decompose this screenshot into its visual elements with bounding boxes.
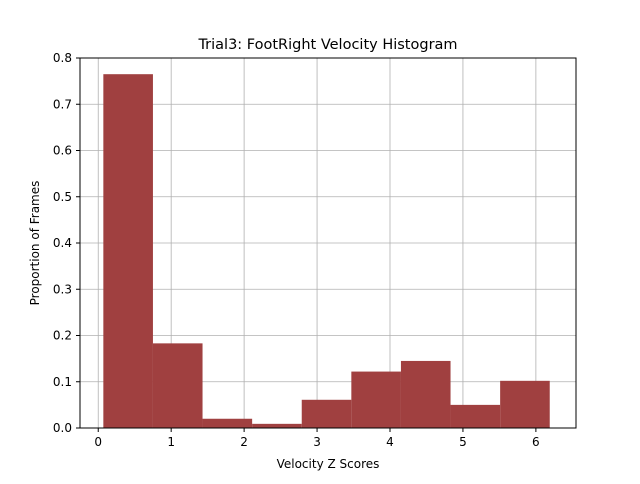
x-axis-label: Velocity Z Scores xyxy=(277,457,380,471)
y-axis-ticks: 0.0 0.1 0.2 0.3 0.4 0.5 0.6 0.7 0.8 xyxy=(53,51,80,435)
histogram-bar xyxy=(202,418,253,428)
y-tick-label: 0.6 xyxy=(53,144,72,158)
histogram-bar xyxy=(400,360,451,428)
y-tick-label: 0.5 xyxy=(53,190,72,204)
y-tick-label: 0.8 xyxy=(53,51,72,65)
y-tick-label: 0.3 xyxy=(53,282,72,296)
y-tick-label: 0.4 xyxy=(53,236,72,250)
histogram-bar xyxy=(103,74,153,428)
x-axis-ticks: 0 1 2 3 4 5 6 xyxy=(94,428,540,449)
x-tick-label: 4 xyxy=(386,435,394,449)
x-tick-label: 5 xyxy=(459,435,467,449)
y-axis-label: Proportion of Frames xyxy=(28,181,42,306)
y-tick-label: 0.7 xyxy=(53,97,72,111)
x-tick-label: 3 xyxy=(313,435,321,449)
histogram-bars xyxy=(103,74,550,428)
x-tick-label: 0 xyxy=(94,435,102,449)
y-tick-label: 0.2 xyxy=(53,329,72,343)
histogram-bar xyxy=(252,423,302,428)
x-tick-label: 6 xyxy=(532,435,540,449)
histogram-bar xyxy=(450,404,501,428)
chart-title: Trial3: FootRight Velocity Histogram xyxy=(197,37,457,53)
y-tick-label: 0.1 xyxy=(53,375,72,389)
x-tick-label: 2 xyxy=(240,435,248,449)
x-tick-label: 1 xyxy=(167,435,175,449)
y-tick-label: 0.0 xyxy=(53,421,72,435)
histogram-bar xyxy=(351,371,401,428)
histogram-bar xyxy=(152,343,203,428)
histogram-bar xyxy=(301,399,352,428)
histogram-bar xyxy=(500,380,550,428)
